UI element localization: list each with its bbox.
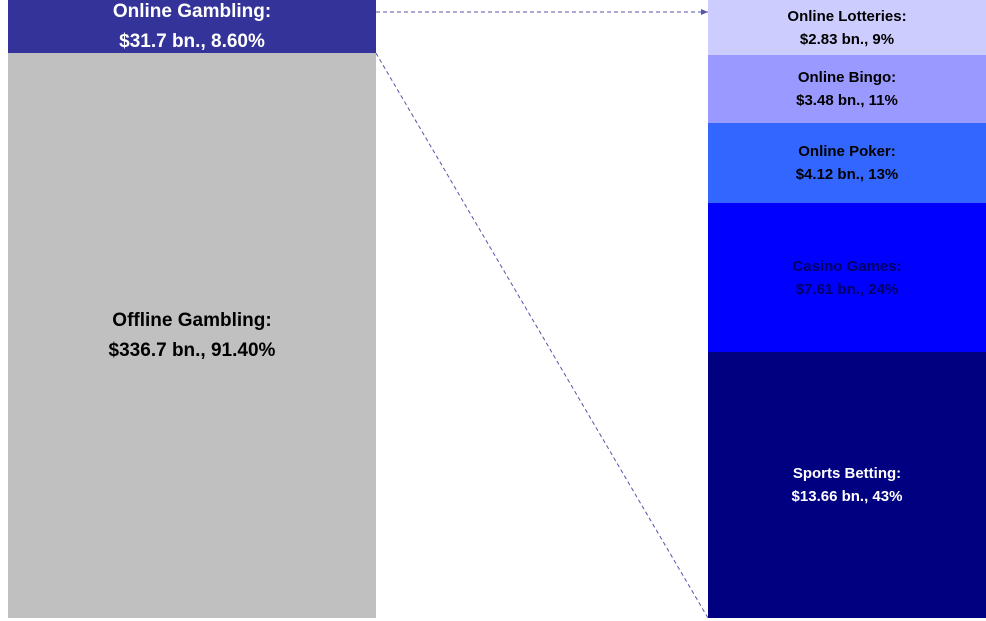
bar-segment: Offline Gambling: $336.7 bn., 91.40% <box>8 53 376 618</box>
segment-name: Offline Gambling: <box>112 309 272 331</box>
bar-segment: Online Gambling: $31.7 bn., 8.60% <box>8 0 376 54</box>
segment-name: Sports Betting: <box>792 464 902 482</box>
segment-value-label: $3.48 bn., 11% <box>796 92 898 110</box>
segment-name: Online Bingo: <box>797 69 897 87</box>
bar-segment: Online Poker: $4.12 bn., 13% <box>708 123 986 204</box>
segment-name: Online Poker: <box>798 143 896 161</box>
segment-name: Online Lotteries: <box>787 7 907 25</box>
segment-value-label: $2.83 bn., 9% <box>799 30 895 48</box>
connector-line <box>375 52 709 619</box>
segment-value-label: $13.66 bn., 43% <box>791 487 903 505</box>
segment-name: Online Gambling: <box>112 0 272 22</box>
segment-value-label: $4.12 bn., 13% <box>795 166 899 184</box>
segment-value-label: $31.7 bn., 8.60% <box>119 30 265 52</box>
bar-segment: Sports Betting: $13.66 bn., 43% <box>708 351 986 618</box>
segment-name: Casino Games: <box>792 257 902 275</box>
bar-segment: Online Bingo: $3.48 bn., 11% <box>708 55 986 123</box>
segment-value-label: $7.61 bn., 24% <box>795 280 899 298</box>
segment-value-label: $336.7 bn., 91.40% <box>108 339 276 361</box>
bar-segment: Casino Games: $7.61 bn., 24% <box>708 203 986 352</box>
bar-segment: Online Lotteries: $2.83 bn., 9% <box>708 0 986 56</box>
